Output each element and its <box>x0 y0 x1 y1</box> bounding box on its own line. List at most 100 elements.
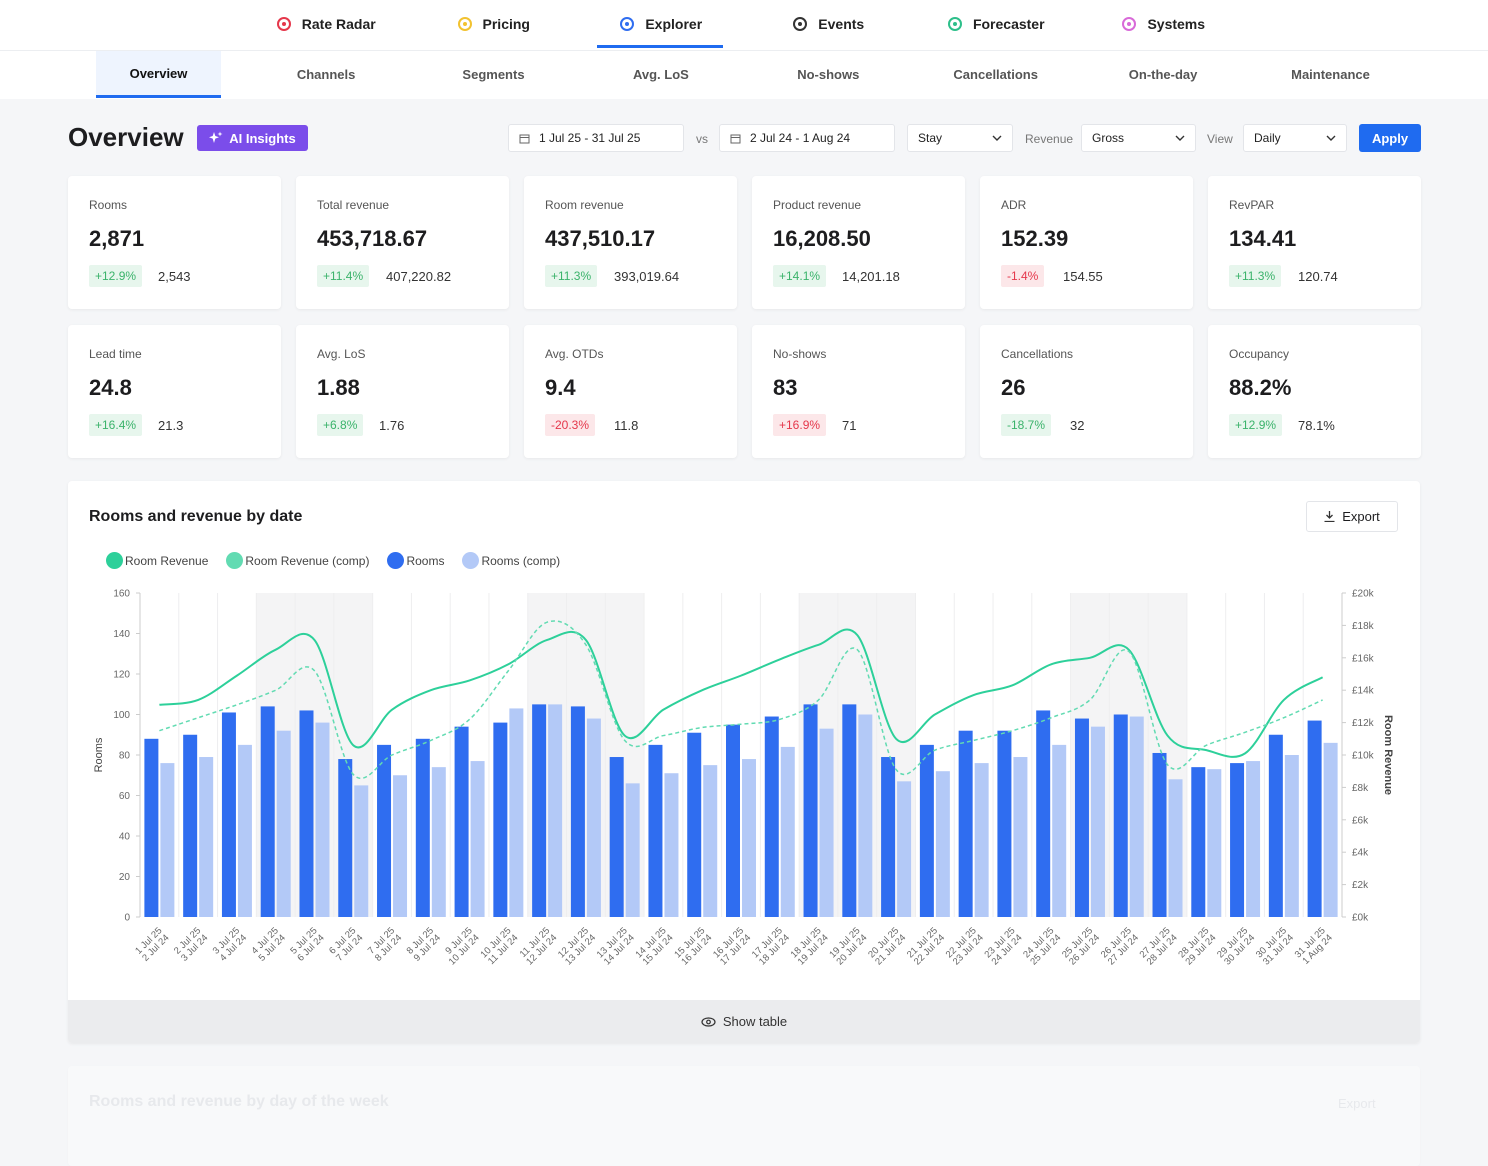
legend: Room Revenue Room Revenue (comp) Rooms Room… <box>106 552 560 569</box>
tab[interactable]: No-shows <box>797 67 860 82</box>
revenue-select[interactable]: Gross <box>1081 124 1196 152</box>
tab[interactable]: Overview <box>96 51 221 98</box>
kpi-card: No-shows 83 +16.9% 71 <box>752 325 965 458</box>
bar <box>415 738 430 917</box>
bar <box>237 744 252 917</box>
y2-tick-label: £20k <box>1352 589 1375 600</box>
bar <box>354 785 369 917</box>
tab[interactable]: Segments <box>462 67 525 82</box>
calendar-icon <box>730 134 741 143</box>
x-tick-label-group: 1 Jul 252 Jul 24 <box>133 925 171 963</box>
bar <box>548 704 563 917</box>
legend-label: Room Revenue (comp) <box>245 553 370 568</box>
kpi-label: Avg. LoS <box>317 347 366 361</box>
icon-shape <box>620 17 635 31</box>
icon-shape <box>947 17 962 31</box>
kpi-value: 9.4 <box>545 375 576 400</box>
icon-shape <box>1122 17 1137 31</box>
nav-item[interactable]: Events <box>744 0 912 48</box>
kpi-label: Product revenue <box>773 198 862 212</box>
kpi-value: 2,871 <box>89 226 145 251</box>
kpi-label: Room revenue <box>545 198 624 212</box>
bar <box>1230 763 1245 917</box>
kpi-label: Cancellations <box>1001 347 1074 361</box>
date-range-input[interactable]: 1 Jul 25 - 31 Jul 25 <box>508 124 684 152</box>
y-tick-label: 100 <box>113 710 130 721</box>
weekend-band <box>256 593 373 917</box>
tab[interactable]: On-the-day <box>1128 67 1198 82</box>
ai-insights-button[interactable]: AI Insights <box>197 125 308 151</box>
kpi-delta: +6.8% <box>317 414 364 436</box>
icon-shape <box>457 17 472 31</box>
vs-label: vs <box>696 132 708 146</box>
nav-item[interactable]: Systems <box>1079 0 1247 48</box>
view-select[interactable]: Daily <box>1243 124 1347 152</box>
nav-icon <box>276 17 291 31</box>
kpi-card: Total revenue 453,718.67 +11.4% 407,220.82 <box>296 176 509 309</box>
bar <box>842 704 857 917</box>
bar <box>726 724 740 917</box>
bar <box>183 734 198 917</box>
legend-item: Room Revenue <box>106 552 208 569</box>
nav-item[interactable]: Pricing <box>409 0 577 48</box>
kpi-card: Avg. LoS 1.88 +6.8% 1.76 <box>296 325 509 458</box>
kpi-previous: 393,019.64 <box>614 269 680 284</box>
nav-label: Rate Radar <box>301 16 376 32</box>
y2-tick-label: £14k <box>1352 686 1375 697</box>
nav-label: Pricing <box>482 16 530 32</box>
kpi-delta: +12.9% <box>1229 414 1283 436</box>
y2-tick-label: £0k <box>1352 913 1369 924</box>
nav-icon <box>457 17 472 31</box>
bar <box>299 710 314 917</box>
kpi-value: 26 <box>1001 375 1026 400</box>
compare-range: 2 Jul 24 - 1 Aug 24 <box>750 131 851 145</box>
bar <box>586 718 601 917</box>
nav-label: Events <box>818 16 865 32</box>
x-tick-label-group: 3 Jul 254 Jul 24 <box>211 925 249 963</box>
y2-tick-label: £10k <box>1352 751 1375 762</box>
export-button[interactable]: Export <box>1306 501 1398 532</box>
bar <box>664 773 679 917</box>
tab[interactable]: Avg. LoS <box>632 67 689 82</box>
kpi-label: Total revenue <box>317 198 390 212</box>
bar <box>377 744 392 917</box>
bar <box>1152 752 1167 917</box>
kpi-delta: -1.4% <box>1001 265 1045 287</box>
y2-tick-label: £12k <box>1352 718 1375 729</box>
y-axis-title: Rooms <box>93 737 105 772</box>
legend-swatch <box>106 552 123 569</box>
nav-item[interactable]: Explorer <box>576 0 744 48</box>
bar <box>625 783 640 917</box>
basis-select[interactable]: Stay <box>907 124 1013 152</box>
kpi-value: 88.2% <box>1229 375 1292 400</box>
kpi-previous: 1.76 <box>379 418 405 433</box>
tab[interactable]: Channels <box>296 67 356 82</box>
nav-item[interactable]: Forecaster <box>911 0 1079 48</box>
bar <box>1113 714 1128 917</box>
bar <box>393 775 408 917</box>
tab[interactable]: Cancellations <box>953 67 1038 82</box>
kpi-previous: 154.55 <box>1063 269 1103 284</box>
show-table-button[interactable]: Show table <box>68 1000 1420 1043</box>
y2-tick-label: £18k <box>1352 621 1375 632</box>
x-tick-label-group: 8 Jul 259 Jul 24 <box>405 925 443 963</box>
compare-range-input[interactable]: 2 Jul 24 - 1 Aug 24 <box>719 124 895 152</box>
nav-item[interactable]: Rate Radar <box>241 0 409 48</box>
nav-icon <box>947 17 962 31</box>
line <box>159 628 1324 758</box>
y-tick-label: 160 <box>113 589 130 600</box>
kpi-card: Avg. OTDs 9.4 -20.3% 11.8 <box>524 325 737 458</box>
bar <box>648 744 663 917</box>
bar <box>338 759 353 917</box>
bar <box>1323 742 1338 917</box>
apply-button[interactable]: Apply <box>1359 124 1421 152</box>
bar <box>919 744 934 917</box>
x-tick-label-group: 5 Jul 256 Jul 24 <box>288 925 326 963</box>
tab[interactable]: Maintenance <box>1291 67 1370 82</box>
bar <box>470 761 485 917</box>
weekend-band <box>1070 593 1187 917</box>
